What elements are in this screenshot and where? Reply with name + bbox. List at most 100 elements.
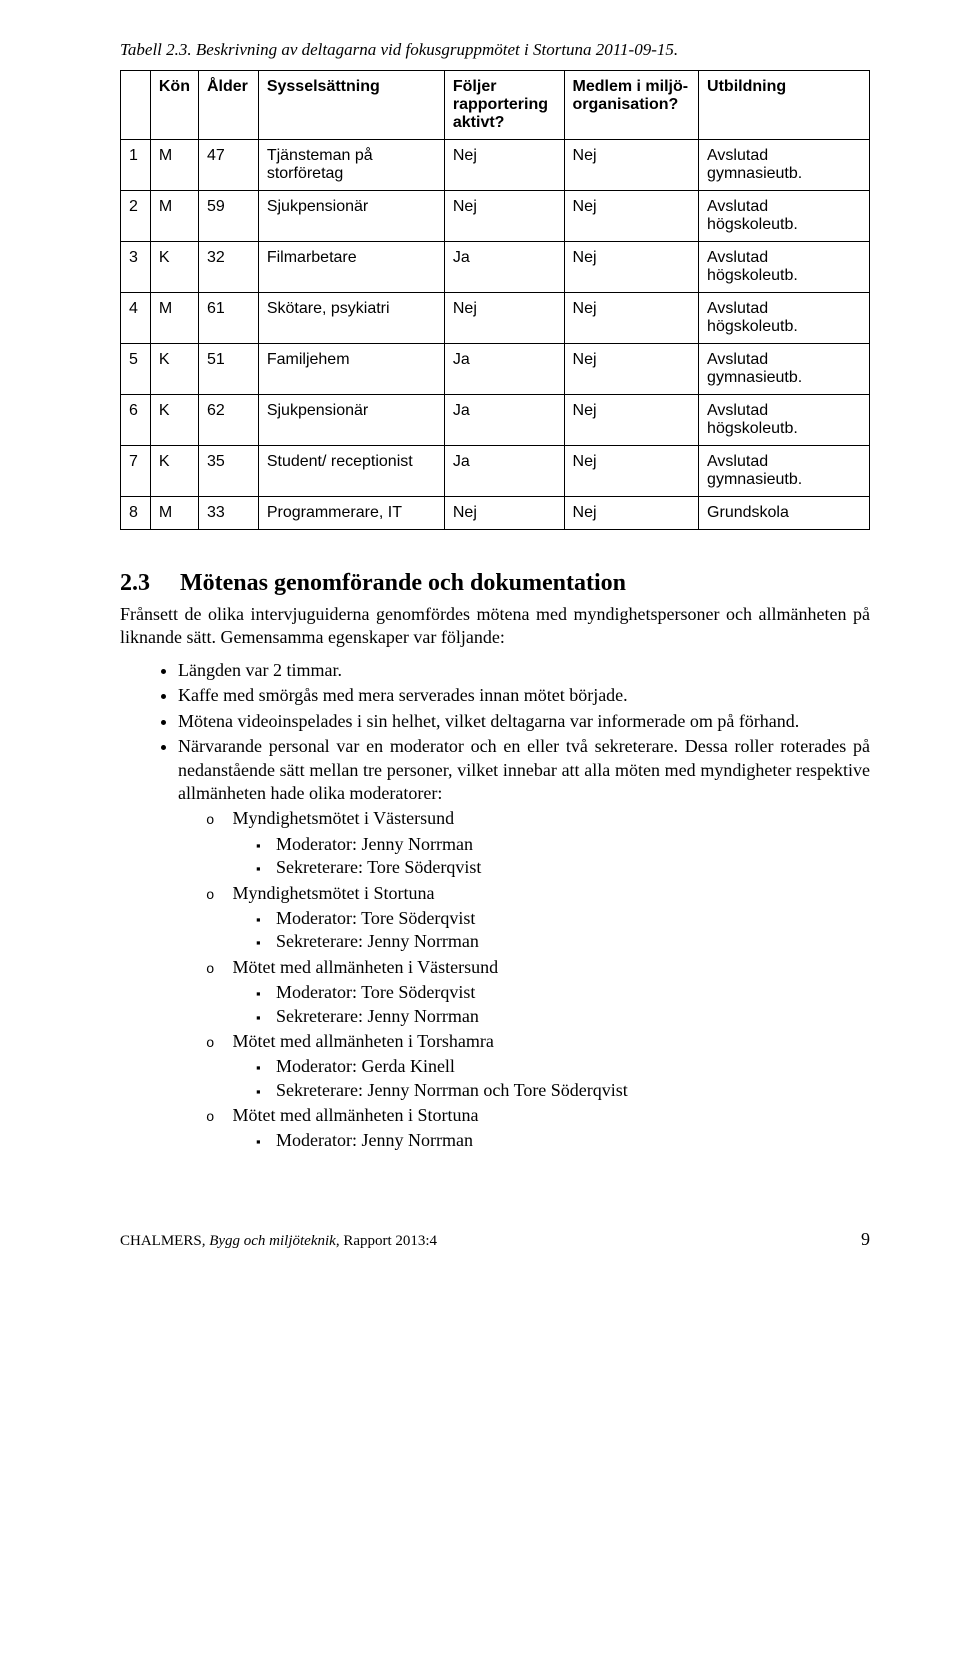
roles-list: Moderator: Jenny Norrman Sekreterare: To… [206,833,870,880]
table-cell: 59 [198,191,258,242]
role-sekreterare: Sekreterare: Jenny Norrman och Tore Söde… [256,1079,870,1102]
footer-publisher: CHALMERS [120,1233,202,1249]
footer-report: , Rapport 2013:4 [336,1233,437,1249]
table-cell: Nej [444,140,564,191]
participants-table: Kön Ålder Sysselsättning Följer rapporte… [120,70,870,530]
meeting-title: Mötet med allmänheten i Torshamra [233,1031,494,1051]
meeting-item: Mötet med allmänheten i Torshamra Modera… [206,1030,870,1102]
role-moderator: Moderator: Jenny Norrman [256,1129,870,1152]
th-index [121,71,151,140]
role-moderator: Moderator: Gerda Kinell [256,1055,870,1078]
table-cell: Nej [444,497,564,530]
table-cell: Ja [444,242,564,293]
table-cell: Programmerare, IT [258,497,444,530]
roles-list: Moderator: Jenny Norrman [206,1129,870,1152]
section-number: 2.3 [120,570,180,597]
table-cell: Avslutad gymnasieutb. [699,446,870,497]
table-row: 5K51FamiljehemJaNejAvslutad gymnasieutb. [121,344,870,395]
meeting-item: Myndighetsmötet i Stortuna Moderator: To… [206,882,870,954]
table-cell: 3 [121,242,151,293]
meeting-item: Myndighetsmötet i Västersund Moderator: … [206,807,870,879]
section-intro: Frånsett de olika intervjuguiderna genom… [120,603,870,649]
list-item: Mötena videoinspelades i sin helhet, vil… [178,710,870,733]
meeting-item: Mötet med allmänheten i Stortuna Moderat… [206,1104,870,1153]
table-cell: Filmarbetare [258,242,444,293]
table-cell: M [150,293,198,344]
section-heading: 2.3Mötenas genomförande och dokumentatio… [120,570,870,597]
table-cell: Avslutad gymnasieutb. [699,344,870,395]
table-cell: Nej [564,395,699,446]
table-cell: Nej [564,344,699,395]
table-cell: 61 [198,293,258,344]
table-row: 7K35Student/ receptionistJaNejAvslutad g… [121,446,870,497]
table-cell: 5 [121,344,151,395]
table-cell: Nej [444,293,564,344]
roles-list: Moderator: Gerda Kinell Sekreterare: Jen… [206,1055,870,1102]
meeting-item: Mötet med allmänheten i Västersund Moder… [206,956,870,1028]
table-cell: 62 [198,395,258,446]
table-cell: K [150,242,198,293]
th-kon: Kön [150,71,198,140]
th-sysselsattning: Sysselsättning [258,71,444,140]
roles-list: Moderator: Tore Söderqvist Sekreterare: … [206,981,870,1028]
table-cell: 33 [198,497,258,530]
table-cell: Sjukpensionär [258,395,444,446]
table-cell: 6 [121,395,151,446]
list-item: Längden var 2 timmar. [178,659,870,682]
table-caption: Tabell 2.3. Beskrivning av deltagarna vi… [120,40,870,60]
table-cell: K [150,344,198,395]
bullet-list: Längden var 2 timmar. Kaffe med smörgås … [120,659,870,1153]
table-row: 4M61Skötare, psykiatriNejNejAvslutad hög… [121,293,870,344]
table-cell: Ja [444,446,564,497]
th-foljer: Följer rapportering aktivt? [444,71,564,140]
table-cell: Nej [564,140,699,191]
role-sekreterare: Sekreterare: Jenny Norrman [256,1005,870,1028]
roles-list: Moderator: Tore Söderqvist Sekreterare: … [206,907,870,954]
table-cell: Ja [444,395,564,446]
list-item-text: Närvarande personal var en moderator och… [178,736,870,803]
page-number: 9 [861,1229,870,1250]
table-row: 2M59SjukpensionärNejNejAvslutad högskole… [121,191,870,242]
role-moderator: Moderator: Jenny Norrman [256,833,870,856]
table-cell: Grundskola [699,497,870,530]
table-cell: Avslutad högskoleutb. [699,395,870,446]
meeting-title: Myndighetsmötet i Stortuna [233,883,435,903]
table-row: 1M47Tjänsteman på storföretagNejNejAvslu… [121,140,870,191]
footer-series: , Bygg och miljöteknik [202,1233,336,1249]
table-cell: Nej [444,191,564,242]
table-cell: Avslutad högskoleutb. [699,293,870,344]
table-cell: 8 [121,497,151,530]
table-cell: Tjänsteman på storföretag [258,140,444,191]
table-cell: Nej [564,242,699,293]
table-row: 3K32FilmarbetareJaNejAvslutad högskoleut… [121,242,870,293]
meetings-list: Myndighetsmötet i Västersund Moderator: … [178,807,870,1152]
table-row: 6K62SjukpensionärJaNejAvslutad högskoleu… [121,395,870,446]
table-cell: Nej [564,293,699,344]
table-cell: Sjukpensionär [258,191,444,242]
table-cell: 4 [121,293,151,344]
table-cell: M [150,140,198,191]
table-cell: Nej [564,497,699,530]
table-cell: Student/ receptionist [258,446,444,497]
table-cell: K [150,446,198,497]
table-cell: M [150,191,198,242]
table-cell: 7 [121,446,151,497]
table-cell: Skötare, psykiatri [258,293,444,344]
table-header-row: Kön Ålder Sysselsättning Följer rapporte… [121,71,870,140]
role-sekreterare: Sekreterare: Jenny Norrman [256,930,870,953]
page-footer: CHALMERS, Bygg och miljöteknik, Rapport … [0,1233,960,1270]
th-alder: Ålder [198,71,258,140]
table-cell: M [150,497,198,530]
table-cell: Avslutad högskoleutb. [699,242,870,293]
table-cell: Ja [444,344,564,395]
meeting-title: Mötet med allmänheten i Stortuna [233,1105,479,1125]
table-row: 8M33Programmerare, ITNejNejGrundskola [121,497,870,530]
table-cell: Avslutad gymnasieutb. [699,140,870,191]
meeting-title: Mötet med allmänheten i Västersund [233,957,499,977]
table-cell: 1 [121,140,151,191]
table-cell: 35 [198,446,258,497]
table-cell: Nej [564,191,699,242]
th-medlem: Medlem i miljö-organisation? [564,71,699,140]
table-cell: Familjehem [258,344,444,395]
meeting-title: Myndighetsmötet i Västersund [233,808,455,828]
